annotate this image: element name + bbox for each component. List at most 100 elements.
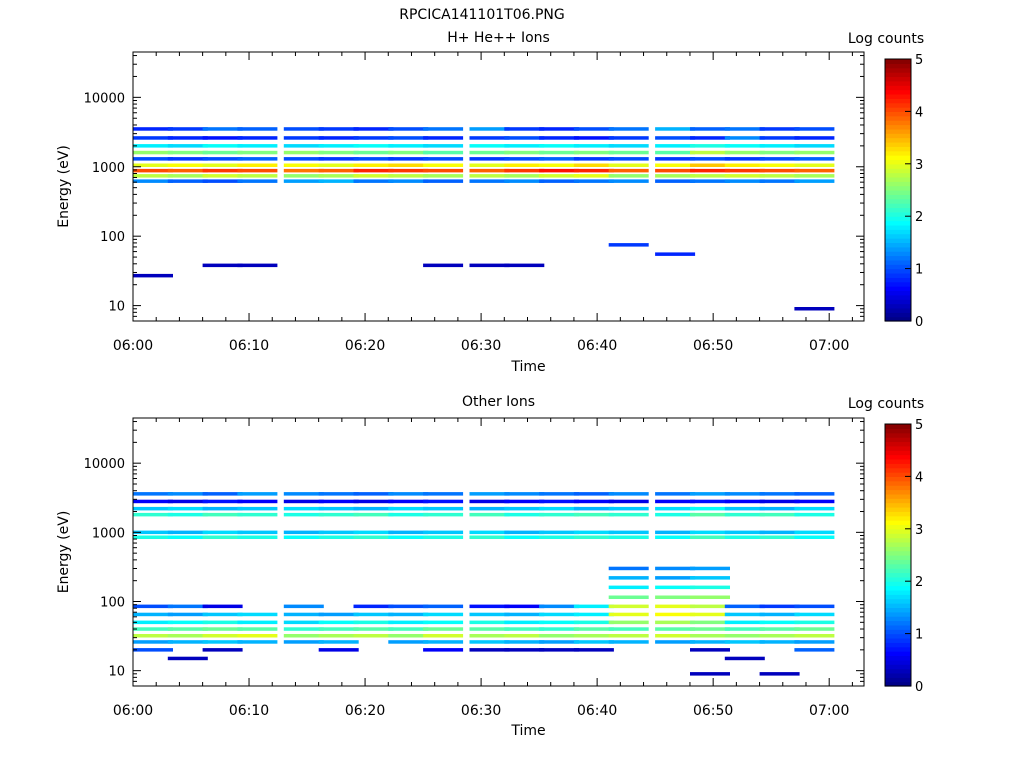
heatmap-cell xyxy=(724,634,765,638)
heatmap-cell xyxy=(202,627,243,631)
heatmap-cell xyxy=(655,136,696,140)
heatmap-cell xyxy=(690,150,730,155)
heatmap-cell xyxy=(388,499,429,504)
panel-title: H+ He++ Ions xyxy=(447,30,550,46)
heatmap-cell xyxy=(539,604,580,609)
x-axis: 06:00 06:10 06:20 06:30 06:40 06:50 07:00 xyxy=(113,52,853,354)
heatmap-cell xyxy=(794,179,835,183)
heatmap-cell xyxy=(167,620,208,625)
heatmap-cell xyxy=(724,127,765,131)
heatmap-cell xyxy=(539,612,580,617)
heatmap-cell xyxy=(759,640,800,644)
heatmap-cell xyxy=(573,648,614,652)
heatmap-cell xyxy=(133,163,173,167)
heatmap-cell xyxy=(690,634,730,638)
heatmap-cell xyxy=(504,506,545,511)
heatmap-cell xyxy=(423,136,464,140)
colorbar-step xyxy=(885,246,911,252)
heatmap-cell xyxy=(655,627,696,631)
colorbar-step xyxy=(885,190,911,195)
colorbar-step xyxy=(885,137,911,143)
heatmap-cell xyxy=(353,136,394,140)
panel-title: Other Ions xyxy=(462,394,535,410)
x-tick-label: 06:20 xyxy=(345,338,385,354)
colorbar-step xyxy=(885,458,911,464)
heatmap-cell xyxy=(423,506,464,511)
heatmap-cell xyxy=(794,499,835,504)
heatmap-cell xyxy=(608,243,649,247)
heatmap-cell xyxy=(573,168,614,173)
heatmap-cell xyxy=(318,174,359,178)
heatmap-cell xyxy=(167,179,208,183)
heatmap-cell xyxy=(690,576,730,580)
heatmap-cell xyxy=(423,157,464,161)
heatmap-cell xyxy=(133,648,173,652)
heatmap-cell xyxy=(133,168,173,173)
heatmap-cell xyxy=(283,157,324,161)
heatmap-cell xyxy=(423,179,464,183)
heatmap-cell xyxy=(283,144,324,148)
x-tick-label: 06:50 xyxy=(693,703,733,719)
y-axis-label: Energy (eV) xyxy=(56,145,72,228)
heatmap-cell xyxy=(388,640,429,644)
heatmap-cell xyxy=(237,150,278,155)
heatmap-cell xyxy=(759,174,800,178)
heatmap-cell xyxy=(759,163,800,167)
heatmap-cell xyxy=(608,595,649,599)
heatmap-cell xyxy=(388,506,429,511)
heatmap-cell xyxy=(539,163,580,167)
colorbar-step xyxy=(885,238,911,243)
heatmap-cell xyxy=(573,640,614,644)
colorbar-step xyxy=(885,550,911,556)
colorbar-step xyxy=(885,59,911,64)
colorbar-step xyxy=(885,67,911,73)
heatmap-cell xyxy=(690,530,730,535)
x-axis: 06:00 06:10 06:20 06:30 06:40 06:50 07:00 xyxy=(113,418,853,719)
heatmap-cell xyxy=(469,179,510,183)
heatmap-cell xyxy=(469,144,510,148)
heatmap-cell xyxy=(690,585,730,590)
heatmap-cell xyxy=(504,127,545,131)
plot-frame xyxy=(132,417,865,687)
colorbar-step xyxy=(885,520,911,526)
heatmap-cell xyxy=(608,566,649,571)
heatmap-cell xyxy=(724,492,765,496)
heatmap-cell xyxy=(469,648,510,652)
heatmap-cells xyxy=(133,492,835,676)
colorbar-step xyxy=(885,316,911,322)
heatmap-cell xyxy=(202,620,243,625)
colorbar-step xyxy=(885,93,911,99)
x-tick-label: 06:50 xyxy=(693,338,733,354)
colorbar-step xyxy=(885,463,911,469)
heatmap-cell xyxy=(283,640,324,644)
heatmap-cell xyxy=(237,127,278,131)
heatmap-cell xyxy=(794,627,835,631)
heatmap-cell xyxy=(202,127,243,131)
heatmap-cell xyxy=(504,530,545,535)
colorbar-step xyxy=(885,637,911,643)
heatmap-cell xyxy=(318,535,359,539)
heatmap-cell xyxy=(573,506,614,511)
heatmap-cell xyxy=(608,620,649,625)
colorbar-tick-label: 5 xyxy=(915,418,923,433)
heatmap-cell xyxy=(423,604,464,609)
heatmap-cell xyxy=(759,506,800,511)
heatmap-cell xyxy=(504,612,545,617)
heatmap-cell xyxy=(690,179,730,183)
colorbar-step xyxy=(885,533,911,539)
colorbar-step xyxy=(885,102,911,108)
heatmap-cell xyxy=(237,634,278,638)
heatmap-cell xyxy=(318,627,359,631)
heatmap-cell xyxy=(167,163,208,167)
colorbar-tick-label: 2 xyxy=(915,575,923,590)
colorbar-step xyxy=(885,581,911,587)
colorbar-step xyxy=(885,528,911,534)
heatmap-cell xyxy=(573,144,614,148)
heatmap-cell xyxy=(283,127,324,131)
heatmap-cell xyxy=(133,174,173,178)
colorbar-step xyxy=(885,489,911,495)
heatmap-cell xyxy=(167,174,208,178)
heatmap-cell xyxy=(133,492,173,496)
colorbar-step xyxy=(885,220,911,226)
